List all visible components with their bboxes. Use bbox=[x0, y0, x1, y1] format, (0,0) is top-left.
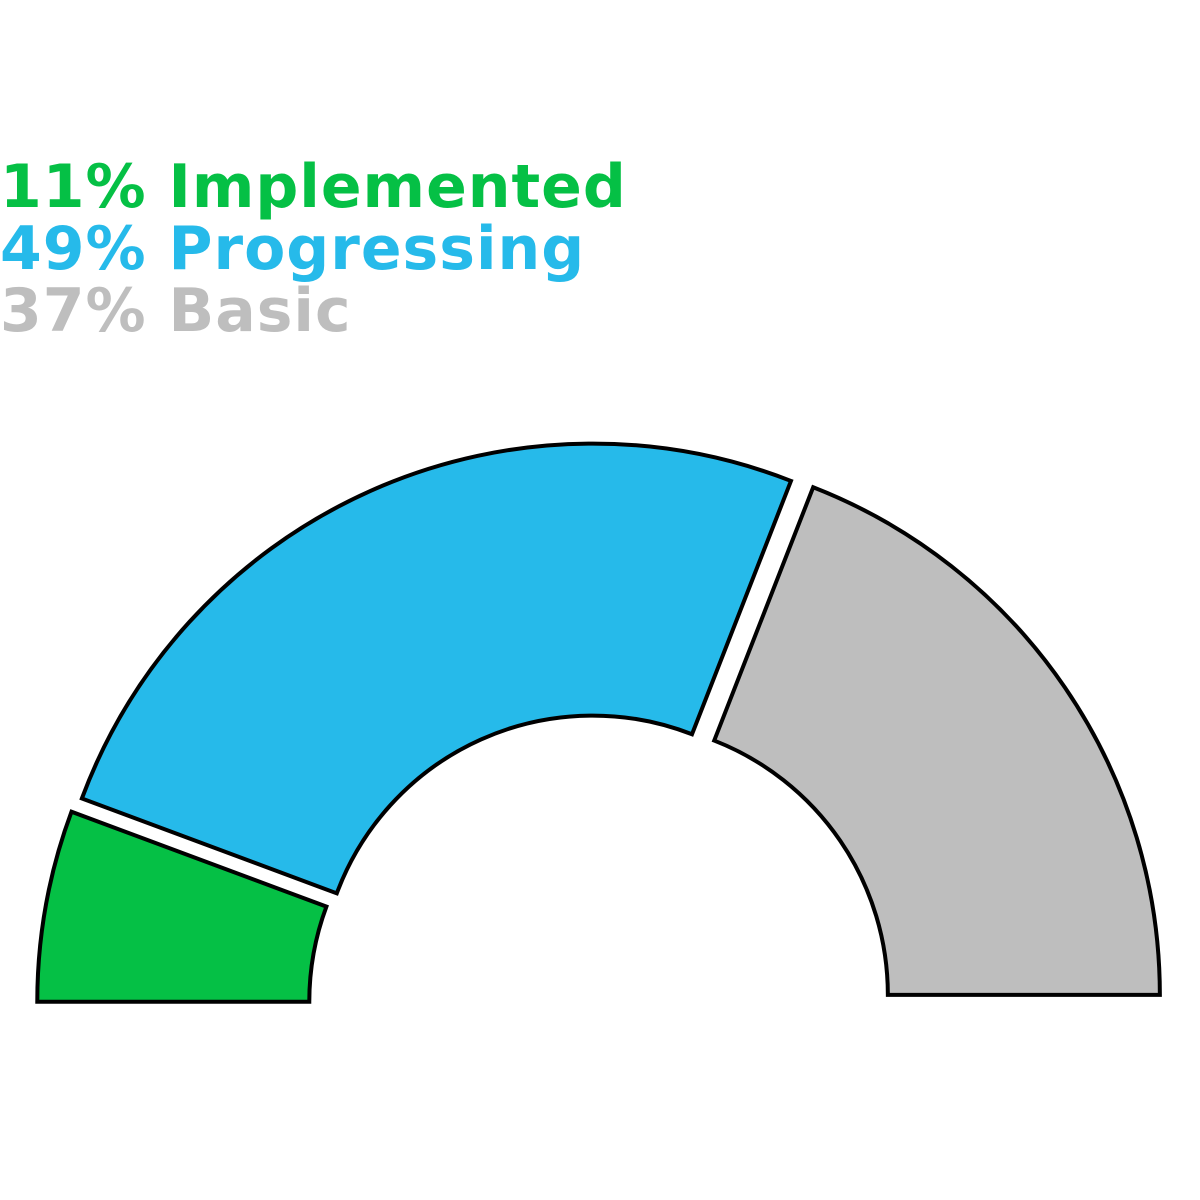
legend-entry-progressing: 49% Progressing bbox=[0, 214, 586, 284]
legend-entry-basic: 37% Basic bbox=[0, 276, 352, 346]
chart-legend: 11% Implemented 49% Progressing 37% Basi… bbox=[0, 156, 627, 342]
legend-entry-implemented: 11% Implemented bbox=[0, 152, 627, 222]
segment-basic bbox=[711, 484, 1162, 997]
segment-progressing bbox=[79, 441, 794, 896]
segment-implemented bbox=[35, 809, 330, 1004]
